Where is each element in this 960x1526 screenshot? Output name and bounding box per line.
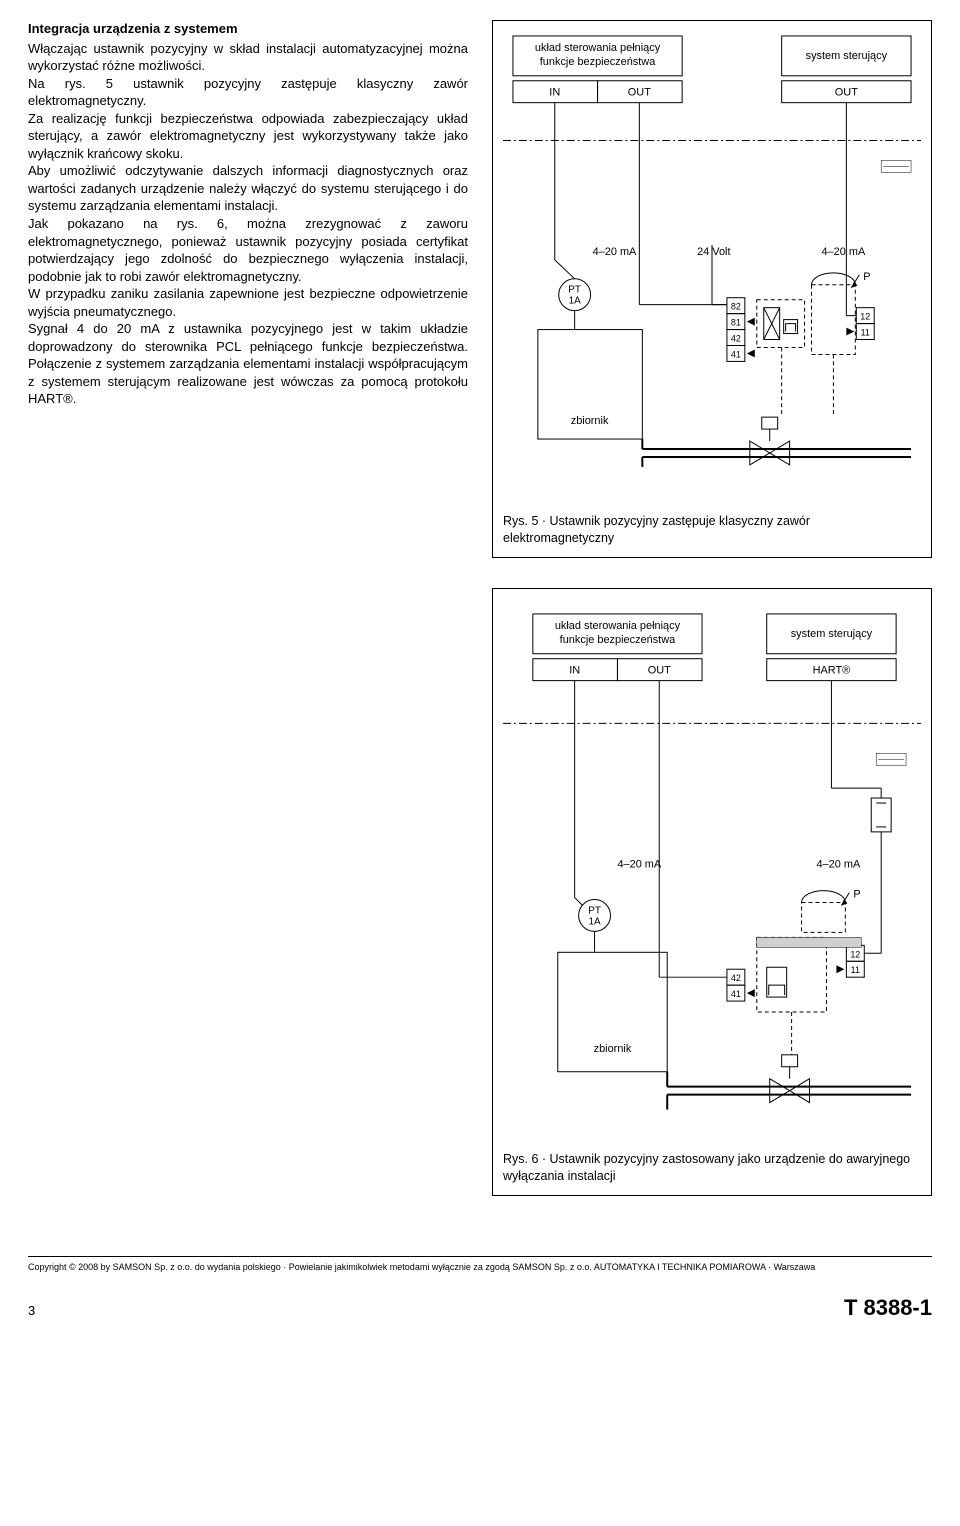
system-box: system sterujący [806,50,888,62]
diagram-6-svg: układ sterowania pełniący funkcje bezpie… [503,599,921,1136]
svg-text:11: 11 [851,965,860,975]
pt-label: PT [568,285,581,296]
pt-label: PT [588,906,601,917]
figure-5: układ sterowania pełniący funkcje bezpie… [492,20,932,558]
svg-text:41: 41 [731,989,741,999]
body-text: Integracja urządzenia z systemem Włączaj… [28,20,468,558]
safety-box-l1: układ sterowania pełniący [555,620,681,632]
figure-5-caption: Rys. 5 · Ustawnik pozycyjny zastępuje kl… [503,513,921,547]
document-code: T 8388-1 [844,1293,932,1323]
page-number: 3 [28,1302,35,1320]
paragraph: Aby umożliwić odczytywanie dalszych info… [28,162,468,215]
out-label: OUT [628,87,651,99]
in-label: IN [549,87,560,99]
paragraph: Na rys. 5 ustawnik pozycyjny zastępuje k… [28,75,468,110]
page-footer: 3 T 8388-1 [28,1293,932,1323]
paragraph: W przypadku zaniku zasilania zapewnione … [28,285,468,320]
out-label-2: OUT [835,87,858,99]
svg-text:82: 82 [731,302,741,312]
svg-text:41: 41 [731,349,741,359]
svg-text:12: 12 [860,312,870,322]
heading: Integracja urządzenia z systemem [28,20,468,38]
terminal-block-left: 82 81 42 41 [727,298,755,362]
terminal-block-right: 12 11 [836,945,864,977]
sig-label-2: 4–20 mA [816,859,860,871]
out-label: OUT [648,665,671,677]
safety-box-l2: funkcje bezpieczeństwa [560,634,676,646]
paragraph: Sygnał 4 do 20 mA z ustawnika pozycyjneg… [28,320,468,408]
terminal-block-left: 42 41 [727,969,755,1001]
footer-copyright: Copyright © 2008 by SAMSON Sp. z o.o. do… [28,1256,932,1273]
sig-label-2: 4–20 mA [821,246,865,258]
volt-label: 24 Volt [697,246,730,258]
sig-label: 4–20 mA [617,859,661,871]
diagram-5-svg: układ sterowania pełniący funkcje bezpie… [503,31,921,499]
svg-text:12: 12 [850,949,860,959]
zbiornik-label: zbiornik [594,1043,632,1055]
terminal-block-right: 12 11 [846,308,874,340]
pt1a-label: 1A [588,916,601,927]
svg-text:81: 81 [731,318,741,328]
sig-label: 4–20 mA [593,246,637,258]
zbiornik-label: zbiornik [571,415,609,427]
in-label: IN [569,665,580,677]
svg-text:42: 42 [731,973,741,983]
paragraph: Włączając ustawnik pozycyjny w skład ins… [28,40,468,75]
system-box: system sterujący [791,628,873,640]
paragraph: Jak pokazano na rys. 6, można zrezygnowa… [28,215,468,285]
figure-6-caption: Rys. 6 · Ustawnik pozycyjny zastosowany … [503,1151,921,1185]
figure-6: układ sterowania pełniący funkcje bezpie… [492,588,932,1196]
p-label: P [853,889,860,901]
pt1a-label: 1A [569,296,582,307]
safety-box-l1: układ sterowania pełniący [535,42,661,54]
paragraph: Za realizację funkcji bezpieczeństwa odp… [28,110,468,163]
hart-label: HART® [813,665,851,677]
p-label: P [863,271,870,283]
svg-text:11: 11 [861,328,870,338]
svg-text:42: 42 [731,334,741,344]
safety-box-l2: funkcje bezpieczeństwa [540,56,656,68]
